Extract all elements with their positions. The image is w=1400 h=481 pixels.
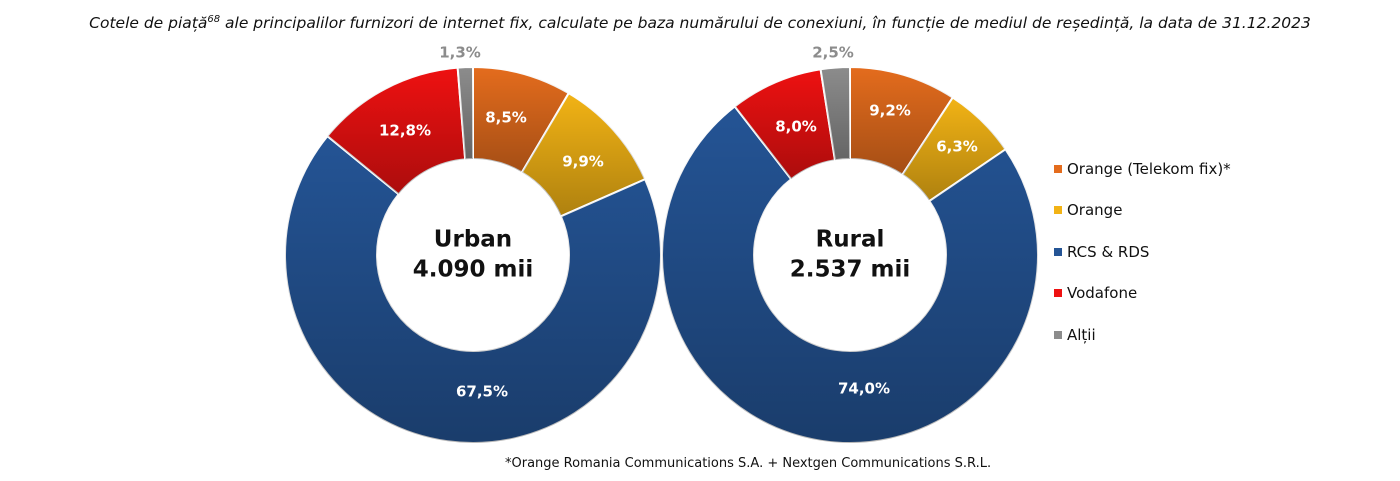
legend-swatch [1054,289,1062,298]
legend-swatch [1054,164,1062,173]
legend-item-orange: Orange [1054,190,1231,232]
donut-segment-shade [457,67,473,160]
donut-segment-shade [850,67,953,175]
donut-rural: Rural 2.537 mii 9,2% 6,3% 74,0% 8,0% 2,5% [661,44,1039,444]
data-label-orange-telekom: 8,5% [485,109,527,127]
data-label-orange-telekom: 9,2% [869,102,911,120]
legend-swatch [1054,330,1062,339]
legend-label: Alții [1067,325,1096,344]
donut-urban: Urban 4.090 mii 8,5% 9,9% 67,5% 12,8% 1,3% [284,44,662,444]
title-text-rest: ale principalilor furnizori de internet … [220,14,1311,33]
donut-segment-shade [285,136,661,443]
donut-segment-shade [521,93,646,217]
legend-item-altii: Alții [1054,314,1231,356]
data-label-rcs-rds: 74,0% [838,380,890,398]
data-label-altii: 1,3% [439,44,481,62]
donut-segment-shade [820,67,850,161]
donut-segment-shade [734,69,835,180]
chart-title: Cotele de piață68 ale principalilor furn… [0,14,1400,32]
donut-center-total: 2.537 mii [790,257,911,283]
legend-item-vodafone: Vodafone [1054,273,1231,315]
title-text: Cotele de piață [89,14,208,33]
legend-swatch [1054,206,1062,215]
footnote: *Orange Romania Communications S.A. + Ne… [505,456,992,471]
legend-swatch [1054,247,1062,256]
legend-label: Vodafone [1067,284,1138,303]
legend-label: Orange [1067,201,1123,220]
chart-legend: Orange (Telekom fix)* Orange RCS & RDS V… [1054,148,1231,356]
donut-segment-shade [662,106,1038,443]
data-label-vodafone: 8,0% [775,118,817,136]
donut-segment-shade [473,67,569,173]
data-label-orange: 9,9% [562,153,604,171]
donut-center-label: Rural [816,227,885,253]
data-label-vodafone: 12,8% [379,122,431,140]
legend-label: RCS & RDS [1067,242,1150,261]
donut-center-total: 4.090 mii [413,257,534,283]
donut-center-label: Urban [434,227,512,253]
data-label-orange: 6,3% [936,138,978,156]
data-label-rcs-rds: 67,5% [456,383,508,401]
donut-segment-shade [327,67,466,195]
data-label-altii: 2,5% [812,44,854,62]
legend-item-orange-telekom: Orange (Telekom fix)* [1054,148,1231,190]
title-footnote-ref: 68 [207,14,221,25]
legend-item-rcs-rds: RCS & RDS [1054,231,1231,273]
legend-label: Orange (Telekom fix)* [1067,159,1231,178]
donut-segment-shade [902,97,1006,202]
